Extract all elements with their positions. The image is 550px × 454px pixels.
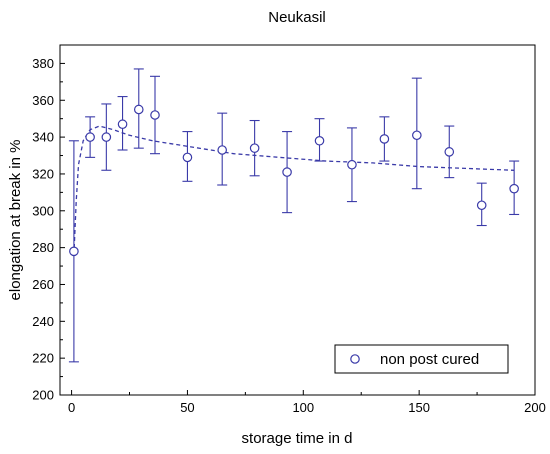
y-tick-label: 220 <box>32 351 54 366</box>
x-tick-label: 50 <box>180 400 194 415</box>
chart-title: Neukasil <box>268 9 326 26</box>
y-tick-label: 240 <box>32 314 54 329</box>
y-tick-label: 360 <box>32 93 54 108</box>
y-axis-label: elongation at break in % <box>7 140 24 301</box>
legend-marker <box>350 354 360 364</box>
legend-label: non post cured <box>380 351 479 368</box>
data-point <box>379 134 390 144</box>
data-point <box>182 152 193 163</box>
axis-ticks: 0 50 100 150 200 200 220 240 260 280 300 320 340 360 3… <box>32 56 546 415</box>
data-point <box>314 135 325 146</box>
data-marks <box>68 68 520 363</box>
x-tick-label: 150 <box>408 400 430 415</box>
data-point <box>412 130 422 141</box>
data-point <box>217 145 227 155</box>
y-tick-label: 380 <box>32 56 54 71</box>
y-tick-label: 300 <box>32 203 54 218</box>
data-point <box>117 119 128 130</box>
y-tick-label: 320 <box>32 166 54 181</box>
data-point <box>444 147 455 157</box>
legend-box <box>334 344 509 374</box>
x-axis-label: storage time in d <box>242 430 353 447</box>
data-point <box>133 104 144 115</box>
x-tick-label: 0 <box>68 400 75 415</box>
x-tick-label: 100 <box>292 400 314 415</box>
y-tick-label: 340 <box>32 130 54 145</box>
data-point <box>249 143 260 153</box>
fit-curve-group <box>73 125 515 256</box>
plot-frame <box>59 44 536 396</box>
data-point <box>101 132 112 142</box>
y-tick-label: 280 <box>32 240 54 255</box>
data-point <box>69 246 79 257</box>
data-point <box>150 110 160 120</box>
data-point <box>509 183 519 194</box>
data-point <box>282 167 292 177</box>
x-tick-label: 200 <box>524 400 546 415</box>
data-point <box>85 132 95 142</box>
y-tick-label: 260 <box>32 277 54 292</box>
fit-curve <box>73 125 515 256</box>
y-tick-label: 200 <box>32 388 54 403</box>
data-point <box>476 200 487 211</box>
data-point <box>347 159 357 170</box>
